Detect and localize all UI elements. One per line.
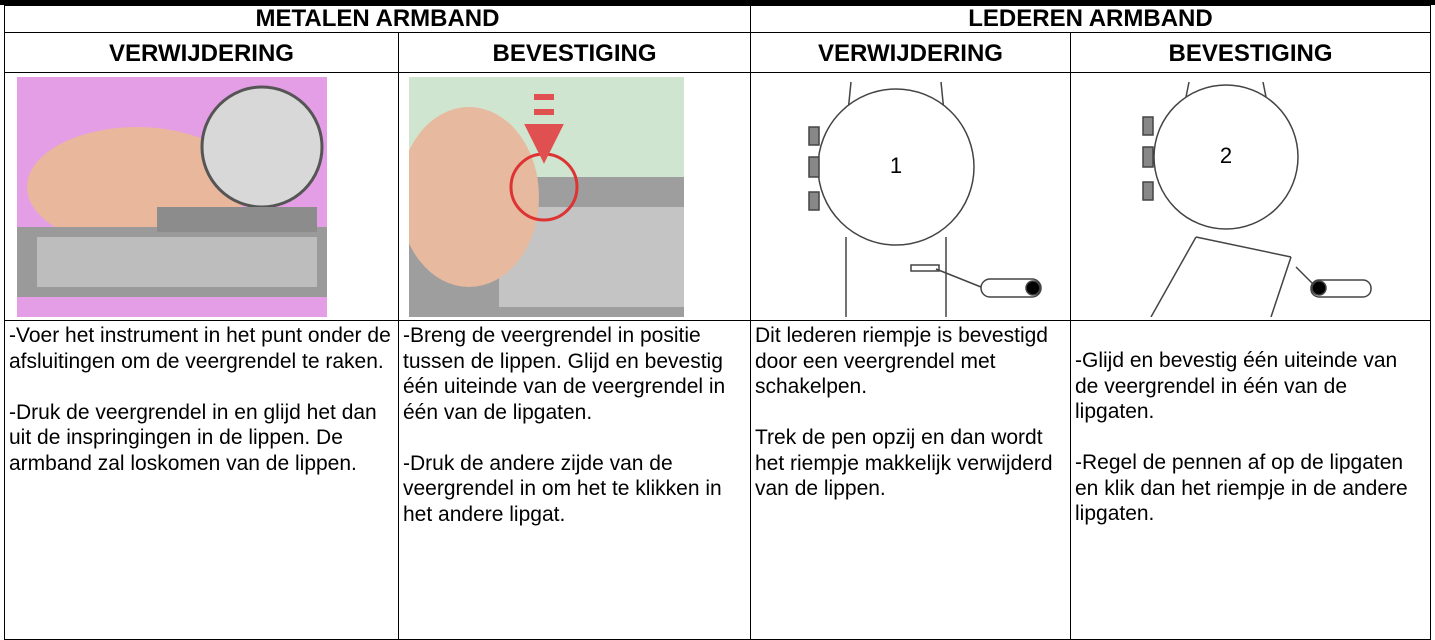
image-cell bbox=[398, 72, 751, 321]
image-cell: 1 bbox=[750, 72, 1071, 321]
image-label: 2 bbox=[1220, 143, 1232, 168]
illustration: 2 bbox=[1142, 81, 1372, 317]
group-header: METALEN ARMBAND bbox=[4, 5, 751, 33]
column-header: VERWIJDERING bbox=[4, 32, 399, 73]
image-cell bbox=[4, 72, 399, 321]
paragraph: -Glijd en bevestig één uiteinde van de v… bbox=[1075, 349, 1398, 423]
paragraph: Dit lederen riempje is bevestigd door ee… bbox=[755, 324, 1048, 398]
paragraph: -Breng de veergrendel in positie tussen … bbox=[403, 324, 726, 424]
paragraph: Trek de pen opzij en dan wordt het riemp… bbox=[755, 426, 1053, 500]
text-cell: -Voer het instrument in het punt onder d… bbox=[4, 320, 399, 640]
column-header: BEVESTIGING bbox=[398, 32, 751, 73]
paragraph: -Regel de pennen af op de lipgaten en kl… bbox=[1075, 451, 1408, 525]
paragraph: -Druk de andere zijde van de veergrendel… bbox=[403, 451, 722, 526]
group-header: LEDEREN ARMBAND bbox=[750, 5, 1431, 33]
illustration: 1 bbox=[808, 81, 1042, 317]
image-cell: 2 bbox=[1070, 72, 1431, 321]
column-header: BEVESTIGING bbox=[1070, 32, 1431, 73]
illustration bbox=[409, 77, 684, 317]
paragraph: -Druk de veergrendel in en glijd het dan… bbox=[9, 400, 377, 475]
image-label: 1 bbox=[890, 153, 902, 178]
top-bar bbox=[0, 0, 1435, 5]
column-header: VERWIJDERING bbox=[750, 32, 1071, 73]
paragraph: -Voer het instrument in het punt onder d… bbox=[9, 324, 391, 373]
illustration bbox=[17, 77, 327, 317]
text-cell: -Glijd en bevestig één uiteinde van de v… bbox=[1070, 320, 1431, 640]
text-cell: -Breng de veergrendel in positie tussen … bbox=[398, 320, 751, 640]
text-cell: Dit lederen riempje is bevestigd door ee… bbox=[750, 320, 1071, 640]
